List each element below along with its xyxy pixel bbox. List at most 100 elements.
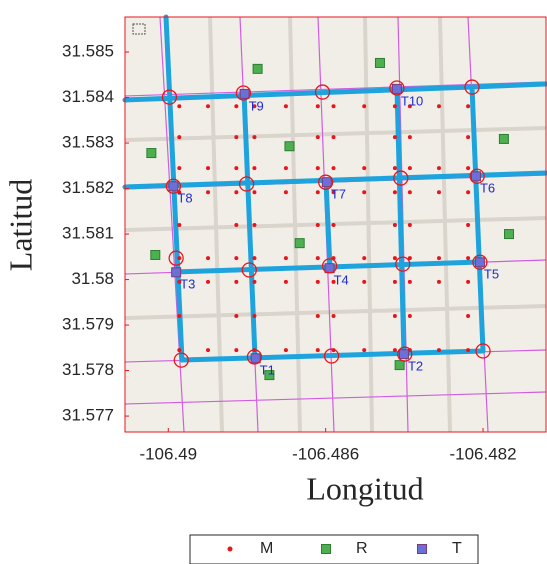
- point: [362, 104, 366, 108]
- point: [177, 135, 181, 139]
- point: [284, 104, 288, 108]
- point: [234, 166, 238, 170]
- x-tick-label: -106.49: [139, 444, 197, 463]
- y-tick-label: 31.579: [62, 315, 114, 334]
- point: [393, 223, 397, 227]
- point: [316, 104, 320, 108]
- point: [252, 135, 256, 139]
- legend-label: T: [452, 540, 462, 557]
- point: [177, 166, 181, 170]
- point: [316, 256, 320, 260]
- square-marker: [169, 182, 178, 191]
- square-marker: [499, 134, 508, 143]
- point: [332, 135, 336, 139]
- y-tick-label: 31.581: [62, 224, 114, 243]
- point: [177, 223, 181, 227]
- point: [466, 166, 470, 170]
- point: [206, 190, 210, 194]
- point: [234, 135, 238, 139]
- square-marker: [285, 142, 294, 151]
- y-tick-label: 31.582: [62, 178, 114, 197]
- point: [234, 104, 238, 108]
- y-tick-label: 31.58: [71, 269, 114, 288]
- point-label: T10: [401, 93, 423, 108]
- point: [234, 314, 238, 318]
- point: [332, 223, 336, 227]
- point-label: T3: [180, 277, 195, 292]
- point: [177, 256, 181, 260]
- point: [332, 104, 336, 108]
- point: [206, 348, 210, 352]
- point: [466, 256, 470, 260]
- square-marker: [147, 149, 156, 158]
- point: [234, 223, 238, 227]
- point: [177, 104, 181, 108]
- point: [228, 547, 233, 552]
- point: [408, 135, 412, 139]
- point: [206, 280, 210, 284]
- point: [252, 166, 256, 170]
- point: [206, 104, 210, 108]
- point: [362, 166, 366, 170]
- point: [316, 135, 320, 139]
- point: [437, 256, 441, 260]
- square-marker: [240, 89, 249, 98]
- point: [252, 280, 256, 284]
- point-label: T7: [331, 187, 346, 202]
- y-axis-title: Latitud: [2, 179, 38, 271]
- point: [362, 280, 366, 284]
- y-tick-label: 31.583: [62, 133, 114, 152]
- point: [393, 190, 397, 194]
- point: [466, 104, 470, 108]
- point: [316, 190, 320, 194]
- square-marker: [251, 354, 260, 363]
- point: [252, 190, 256, 194]
- point: [393, 166, 397, 170]
- y-tick-label: 31.584: [62, 87, 114, 106]
- point: [206, 256, 210, 260]
- point: [362, 256, 366, 260]
- y-tick-label: 31.577: [62, 406, 114, 425]
- point: [437, 348, 441, 352]
- square-marker: [295, 239, 304, 248]
- point-label: T9: [249, 98, 264, 113]
- point: [437, 190, 441, 194]
- square-marker: [325, 264, 334, 273]
- point: [393, 104, 397, 108]
- point: [332, 314, 336, 318]
- point: [284, 166, 288, 170]
- point: [466, 135, 470, 139]
- x-tick-label: -106.486: [292, 444, 359, 463]
- point: [393, 135, 397, 139]
- point: [393, 314, 397, 318]
- point: [316, 223, 320, 227]
- point: [362, 348, 366, 352]
- point: [437, 104, 441, 108]
- point-label: T5: [484, 267, 499, 282]
- point: [466, 314, 470, 318]
- point: [234, 190, 238, 194]
- chart: T1T2T3T4T5T6T7T8T9T10 Longitud Latitud M…: [0, 0, 547, 564]
- point: [177, 348, 181, 352]
- point: [316, 166, 320, 170]
- point: [466, 348, 470, 352]
- point: [408, 280, 412, 284]
- point: [408, 314, 412, 318]
- point: [466, 223, 470, 227]
- square-marker: [172, 268, 181, 277]
- y-tick-label: 31.585: [62, 42, 114, 61]
- point: [252, 256, 256, 260]
- point: [466, 280, 470, 284]
- point: [437, 280, 441, 284]
- square-marker: [471, 172, 480, 181]
- map-background: [125, 17, 546, 432]
- point: [234, 280, 238, 284]
- point: [234, 348, 238, 352]
- square-marker: [505, 230, 514, 239]
- point: [234, 256, 238, 260]
- point: [332, 166, 336, 170]
- point-label: T1: [260, 363, 275, 378]
- point: [393, 348, 397, 352]
- square-marker: [399, 350, 408, 359]
- square-marker: [395, 361, 404, 370]
